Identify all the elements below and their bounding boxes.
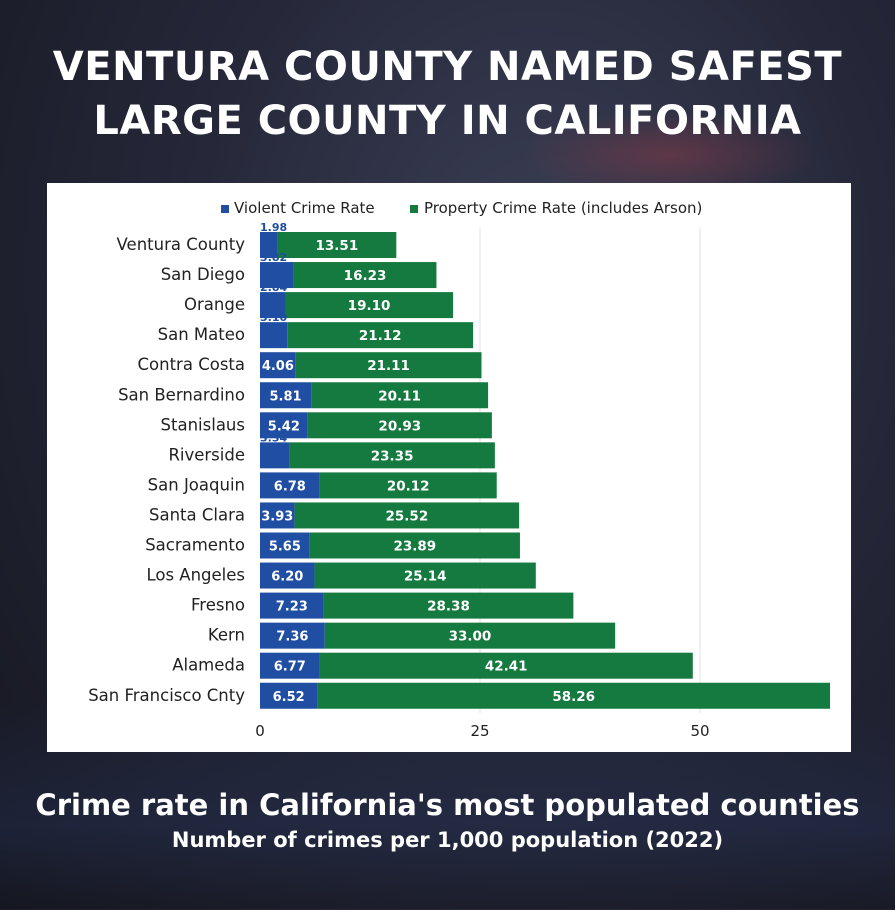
bar-violent [260, 352, 296, 379]
data-label-property: 20.12 [387, 478, 430, 494]
data-label-violent: 3.10 [260, 311, 287, 324]
category-label: Stanislaus [161, 415, 245, 434]
bar-violent [260, 262, 294, 289]
data-label-violent: 6.20 [271, 570, 303, 585]
headline-line-1: VENTURA COUNTY NAMED SAFEST [52, 44, 843, 90]
bar-property [317, 682, 831, 709]
legend-label-property: Property Crime Rate (includes Arson) [424, 199, 702, 217]
bar-property [309, 532, 520, 559]
bar-violent [260, 412, 308, 439]
category-label: Riverside [168, 445, 245, 464]
headline: VENTURA COUNTY NAMED SAFEST LARGE COUNTY… [0, 40, 895, 148]
data-label-property: 58.26 [552, 689, 595, 705]
bar-violent [260, 292, 285, 319]
category-label: San Joaquin [148, 475, 245, 494]
category-label: San Diego [161, 265, 245, 284]
category-label: Contra Costa [138, 355, 245, 374]
bar-violent [260, 562, 315, 589]
bar-property [311, 382, 489, 409]
bar-property [287, 322, 474, 349]
bar-property [289, 442, 495, 469]
bar-violent [260, 442, 290, 469]
bar-property [293, 262, 437, 289]
data-label-property: 21.12 [359, 328, 402, 344]
caption-subtitle: Number of crimes per 1,000 population (2… [171, 828, 724, 852]
data-label-violent: 7.36 [276, 630, 308, 645]
data-label-property: 25.14 [404, 569, 447, 585]
x-tick-label: 50 [690, 722, 709, 740]
bar-property [295, 352, 482, 379]
category-label: San Bernardino [118, 385, 245, 404]
bar-violent [260, 322, 288, 349]
bar-violent [260, 652, 320, 679]
data-label-violent: 6.77 [274, 660, 306, 675]
data-label-property: 20.11 [378, 388, 421, 404]
data-label-violent: 6.78 [274, 479, 306, 494]
category-label: Alameda [172, 656, 245, 675]
bar-violent [260, 232, 278, 258]
x-tick-label: 0 [255, 722, 265, 740]
caption: Crime rate in California's most populate… [0, 785, 895, 855]
legend-label-violent: Violent Crime Rate [234, 199, 375, 217]
chart-panel: 0 25 50 Violent Crime Rate Property Crime Ra… [47, 183, 851, 752]
category-label: San Mateo [158, 325, 245, 344]
category-label: Fresno [191, 596, 245, 615]
data-label-violent: 7.23 [276, 600, 308, 615]
data-label-property: 25.52 [386, 508, 429, 524]
bar-property [319, 472, 497, 499]
category-label: Los Angeles [146, 566, 245, 585]
category-label: Sacramento [145, 536, 245, 555]
data-label-violent: 4.06 [262, 359, 294, 374]
caption-title: Crime rate in California's most populate… [35, 788, 860, 822]
data-label-property: 21.11 [367, 358, 410, 374]
data-label-violent: 2.84 [260, 281, 287, 294]
data-label-violent: 5.65 [269, 540, 301, 555]
bar-violent [260, 592, 324, 619]
data-label-violent: 3.93 [261, 509, 293, 524]
data-label-property: 13.51 [316, 238, 359, 254]
bar-property [314, 562, 536, 589]
data-label-property: 19.10 [348, 298, 391, 314]
data-label-property: 23.35 [371, 448, 414, 464]
data-label-property: 42.41 [485, 659, 528, 675]
category-label: Ventura County [117, 235, 246, 254]
bar-property [294, 502, 520, 529]
data-label-property: 20.93 [378, 418, 421, 434]
bar-property [307, 412, 492, 439]
category-label: San Francisco Cnty [88, 686, 245, 705]
bar-property [319, 652, 693, 679]
bar-property [323, 592, 574, 619]
data-label-violent: 5.81 [270, 389, 302, 404]
category-label: Orange [184, 295, 245, 314]
data-label-property: 33.00 [449, 629, 492, 645]
stacked-bar-chart: 0 25 50 Violent Crime Rate Property Crime Ra… [88, 199, 831, 740]
data-label-violent: 5.42 [268, 419, 300, 434]
data-label-violent: 3.82 [260, 251, 287, 264]
headline-line-2: LARGE COUNTY IN CALIFORNIA [93, 98, 802, 144]
data-label-property: 23.89 [393, 539, 436, 555]
bar-violent [260, 502, 295, 529]
data-label-property: 16.23 [344, 268, 387, 284]
bar-violent [260, 472, 320, 499]
bar-violent [260, 682, 318, 709]
legend-swatch-violent [221, 205, 229, 213]
category-label: Kern [208, 626, 245, 645]
bar-violent [260, 532, 310, 559]
bar-property [277, 232, 397, 258]
bar-property [284, 292, 454, 319]
data-label-violent: 1.98 [260, 221, 287, 234]
x-tick-label: 25 [470, 722, 489, 740]
legend-swatch-property [410, 205, 418, 213]
bar-violent [260, 382, 312, 409]
data-label-violent: 6.52 [273, 690, 305, 705]
data-label-property: 28.38 [427, 599, 470, 615]
bar-violent [260, 622, 325, 649]
bar-property [324, 622, 616, 649]
category-label: Santa Clara [149, 505, 245, 524]
data-label-violent: 3.34 [260, 431, 287, 444]
